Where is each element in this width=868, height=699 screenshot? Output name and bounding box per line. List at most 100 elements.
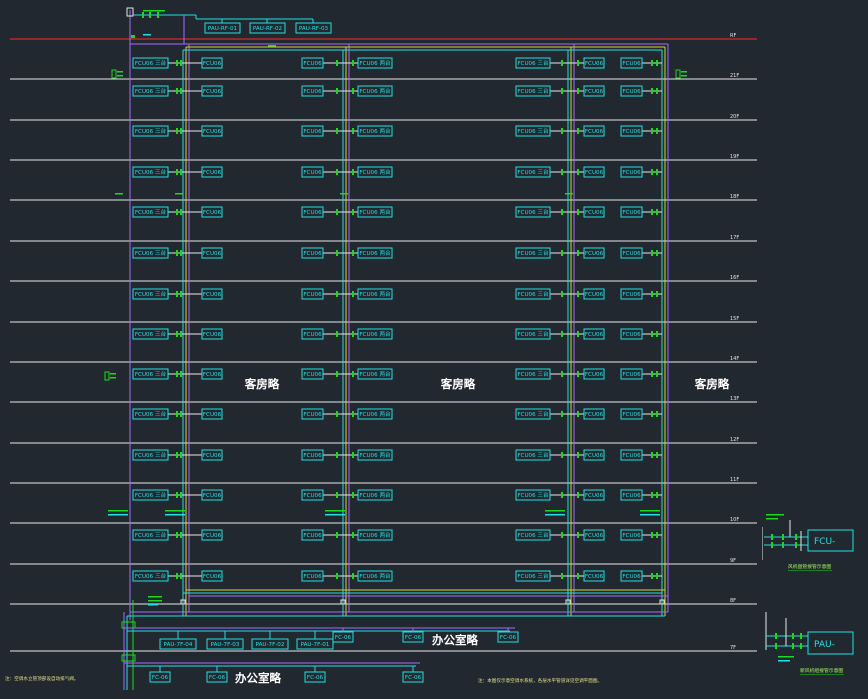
tag-mark bbox=[110, 373, 116, 375]
valve-mark bbox=[180, 291, 182, 297]
fcu-box-label: FCU06 bbox=[585, 129, 604, 135]
fc-box-label: FC-06 bbox=[209, 675, 226, 681]
fcu-box bbox=[201, 166, 223, 178]
valve-mark bbox=[656, 209, 658, 215]
tag-mark bbox=[165, 514, 185, 516]
valve-mark bbox=[561, 88, 563, 94]
fcu-box-label: FCU06 三台 bbox=[517, 370, 549, 378]
fcu-box bbox=[201, 288, 223, 300]
valve-mark bbox=[656, 128, 658, 134]
pau-box-label: PAU-7F-02 bbox=[256, 642, 285, 648]
fcu-box bbox=[301, 529, 324, 541]
fcu-box bbox=[132, 570, 169, 582]
fcu-box bbox=[357, 449, 393, 461]
fcu-box bbox=[620, 328, 643, 340]
floor-label: 18F bbox=[730, 194, 739, 200]
fcu-box bbox=[620, 570, 643, 582]
fcu-box-label: FCU06 bbox=[585, 332, 604, 338]
fcu-box bbox=[201, 449, 223, 461]
pau-rf-box bbox=[295, 22, 332, 34]
fcu-box-label: FCU06 bbox=[585, 372, 604, 378]
valve-mark bbox=[176, 60, 178, 66]
fcu-box-label: FCU06 bbox=[622, 170, 641, 176]
fcu-box-label: FCU06 bbox=[203, 533, 222, 539]
valve-mark bbox=[149, 12, 151, 18]
room-note: 客房略 bbox=[244, 377, 280, 391]
valve-mark bbox=[180, 128, 182, 134]
valve-mark bbox=[651, 492, 653, 498]
floor-label: 11F bbox=[730, 477, 739, 483]
fcu-box-label: FCU06 bbox=[303, 129, 322, 135]
fcu-box bbox=[201, 206, 223, 218]
fcu-box bbox=[583, 57, 605, 69]
fcu-box bbox=[132, 206, 169, 218]
tag-mark bbox=[110, 377, 116, 379]
fcu-box bbox=[515, 85, 551, 97]
fcu-box bbox=[357, 529, 393, 541]
valve-mark bbox=[176, 128, 178, 134]
fcu-box-label: FCU06 bbox=[203, 61, 222, 67]
fcu-box bbox=[583, 125, 605, 137]
valve-mark bbox=[577, 209, 579, 215]
valve-mark bbox=[352, 532, 354, 538]
valve-mark bbox=[336, 60, 338, 66]
tag-mark bbox=[148, 600, 162, 602]
tag-mark bbox=[565, 193, 573, 195]
valve-mark bbox=[561, 60, 563, 66]
floor-label: 14F bbox=[730, 356, 739, 362]
fcu-box bbox=[357, 57, 393, 69]
valve-mark bbox=[352, 169, 354, 175]
fcu-box-label: FCU06 bbox=[303, 210, 322, 216]
fcu-box bbox=[515, 57, 551, 69]
valve-mark bbox=[180, 331, 182, 337]
fcu-box-label: FCU06 bbox=[622, 61, 641, 67]
fcu-box-label: FCU06 两台 bbox=[359, 572, 391, 580]
air-vent-icon bbox=[675, 69, 681, 79]
pau-box bbox=[159, 638, 197, 650]
fcu-box-label: FCU06 bbox=[203, 574, 222, 580]
fcu-box bbox=[132, 489, 169, 501]
valve-mark bbox=[577, 88, 579, 94]
valve-mark bbox=[176, 452, 178, 458]
fcu-box-label: FCU06 两台 bbox=[359, 127, 391, 135]
valve-mark bbox=[180, 492, 182, 498]
valve-mark bbox=[771, 542, 773, 548]
fcu-box-label: FCU06 三台 bbox=[135, 330, 167, 338]
hotel-floor-row: FCU06 三台 FCU06 FCU06 FCU06 两台 FCU06 三台 FCU06 F… bbox=[132, 489, 662, 501]
valve-mark bbox=[176, 371, 178, 377]
valve-mark bbox=[157, 12, 159, 18]
drawing-note: 注：本图仅示意空调水系统，各层水平管道详见空调平面图。 bbox=[478, 677, 602, 684]
riser-pipes bbox=[129, 10, 669, 620]
fcu-box bbox=[583, 166, 605, 178]
fcu-box bbox=[301, 166, 324, 178]
hotel-floor-row: FCU06 三台 FCU06 FCU06 FCU06 两台 FCU06 三台 FCU06 F… bbox=[132, 328, 662, 340]
valve-mark bbox=[782, 542, 784, 548]
valve-group-icon bbox=[121, 654, 136, 662]
fcu-box-label: FCU06 两台 bbox=[359, 208, 391, 216]
tag-mark bbox=[268, 45, 276, 47]
fcu-box bbox=[357, 206, 393, 218]
fcu-box-label: FCU06 bbox=[303, 372, 322, 378]
fcu-box bbox=[201, 85, 223, 97]
tag-mark bbox=[165, 510, 185, 512]
fcu-box-label: FCU06 两台 bbox=[359, 451, 391, 459]
pau-rf-box-label: PAU-RF-01 bbox=[208, 26, 238, 32]
valve-mark bbox=[352, 291, 354, 297]
valve-mark bbox=[577, 291, 579, 297]
tag-mark bbox=[778, 656, 794, 658]
fcu-box bbox=[357, 85, 393, 97]
pau-rf-box-label: PAU-RF-02 bbox=[253, 26, 282, 32]
fcu-box-label: FCU06 bbox=[622, 372, 641, 378]
valve-mark bbox=[561, 128, 563, 134]
valve-mark bbox=[336, 573, 338, 579]
fcu-box-label: FCU06 bbox=[622, 292, 641, 298]
drain-valve-icon bbox=[180, 599, 186, 605]
valve-mark bbox=[180, 88, 182, 94]
valve-mark bbox=[176, 492, 178, 498]
fcu-box bbox=[301, 570, 324, 582]
valve-mark bbox=[577, 250, 579, 256]
fcu-box bbox=[201, 529, 223, 541]
fcu-box-label: FCU06 三台 bbox=[517, 290, 549, 298]
